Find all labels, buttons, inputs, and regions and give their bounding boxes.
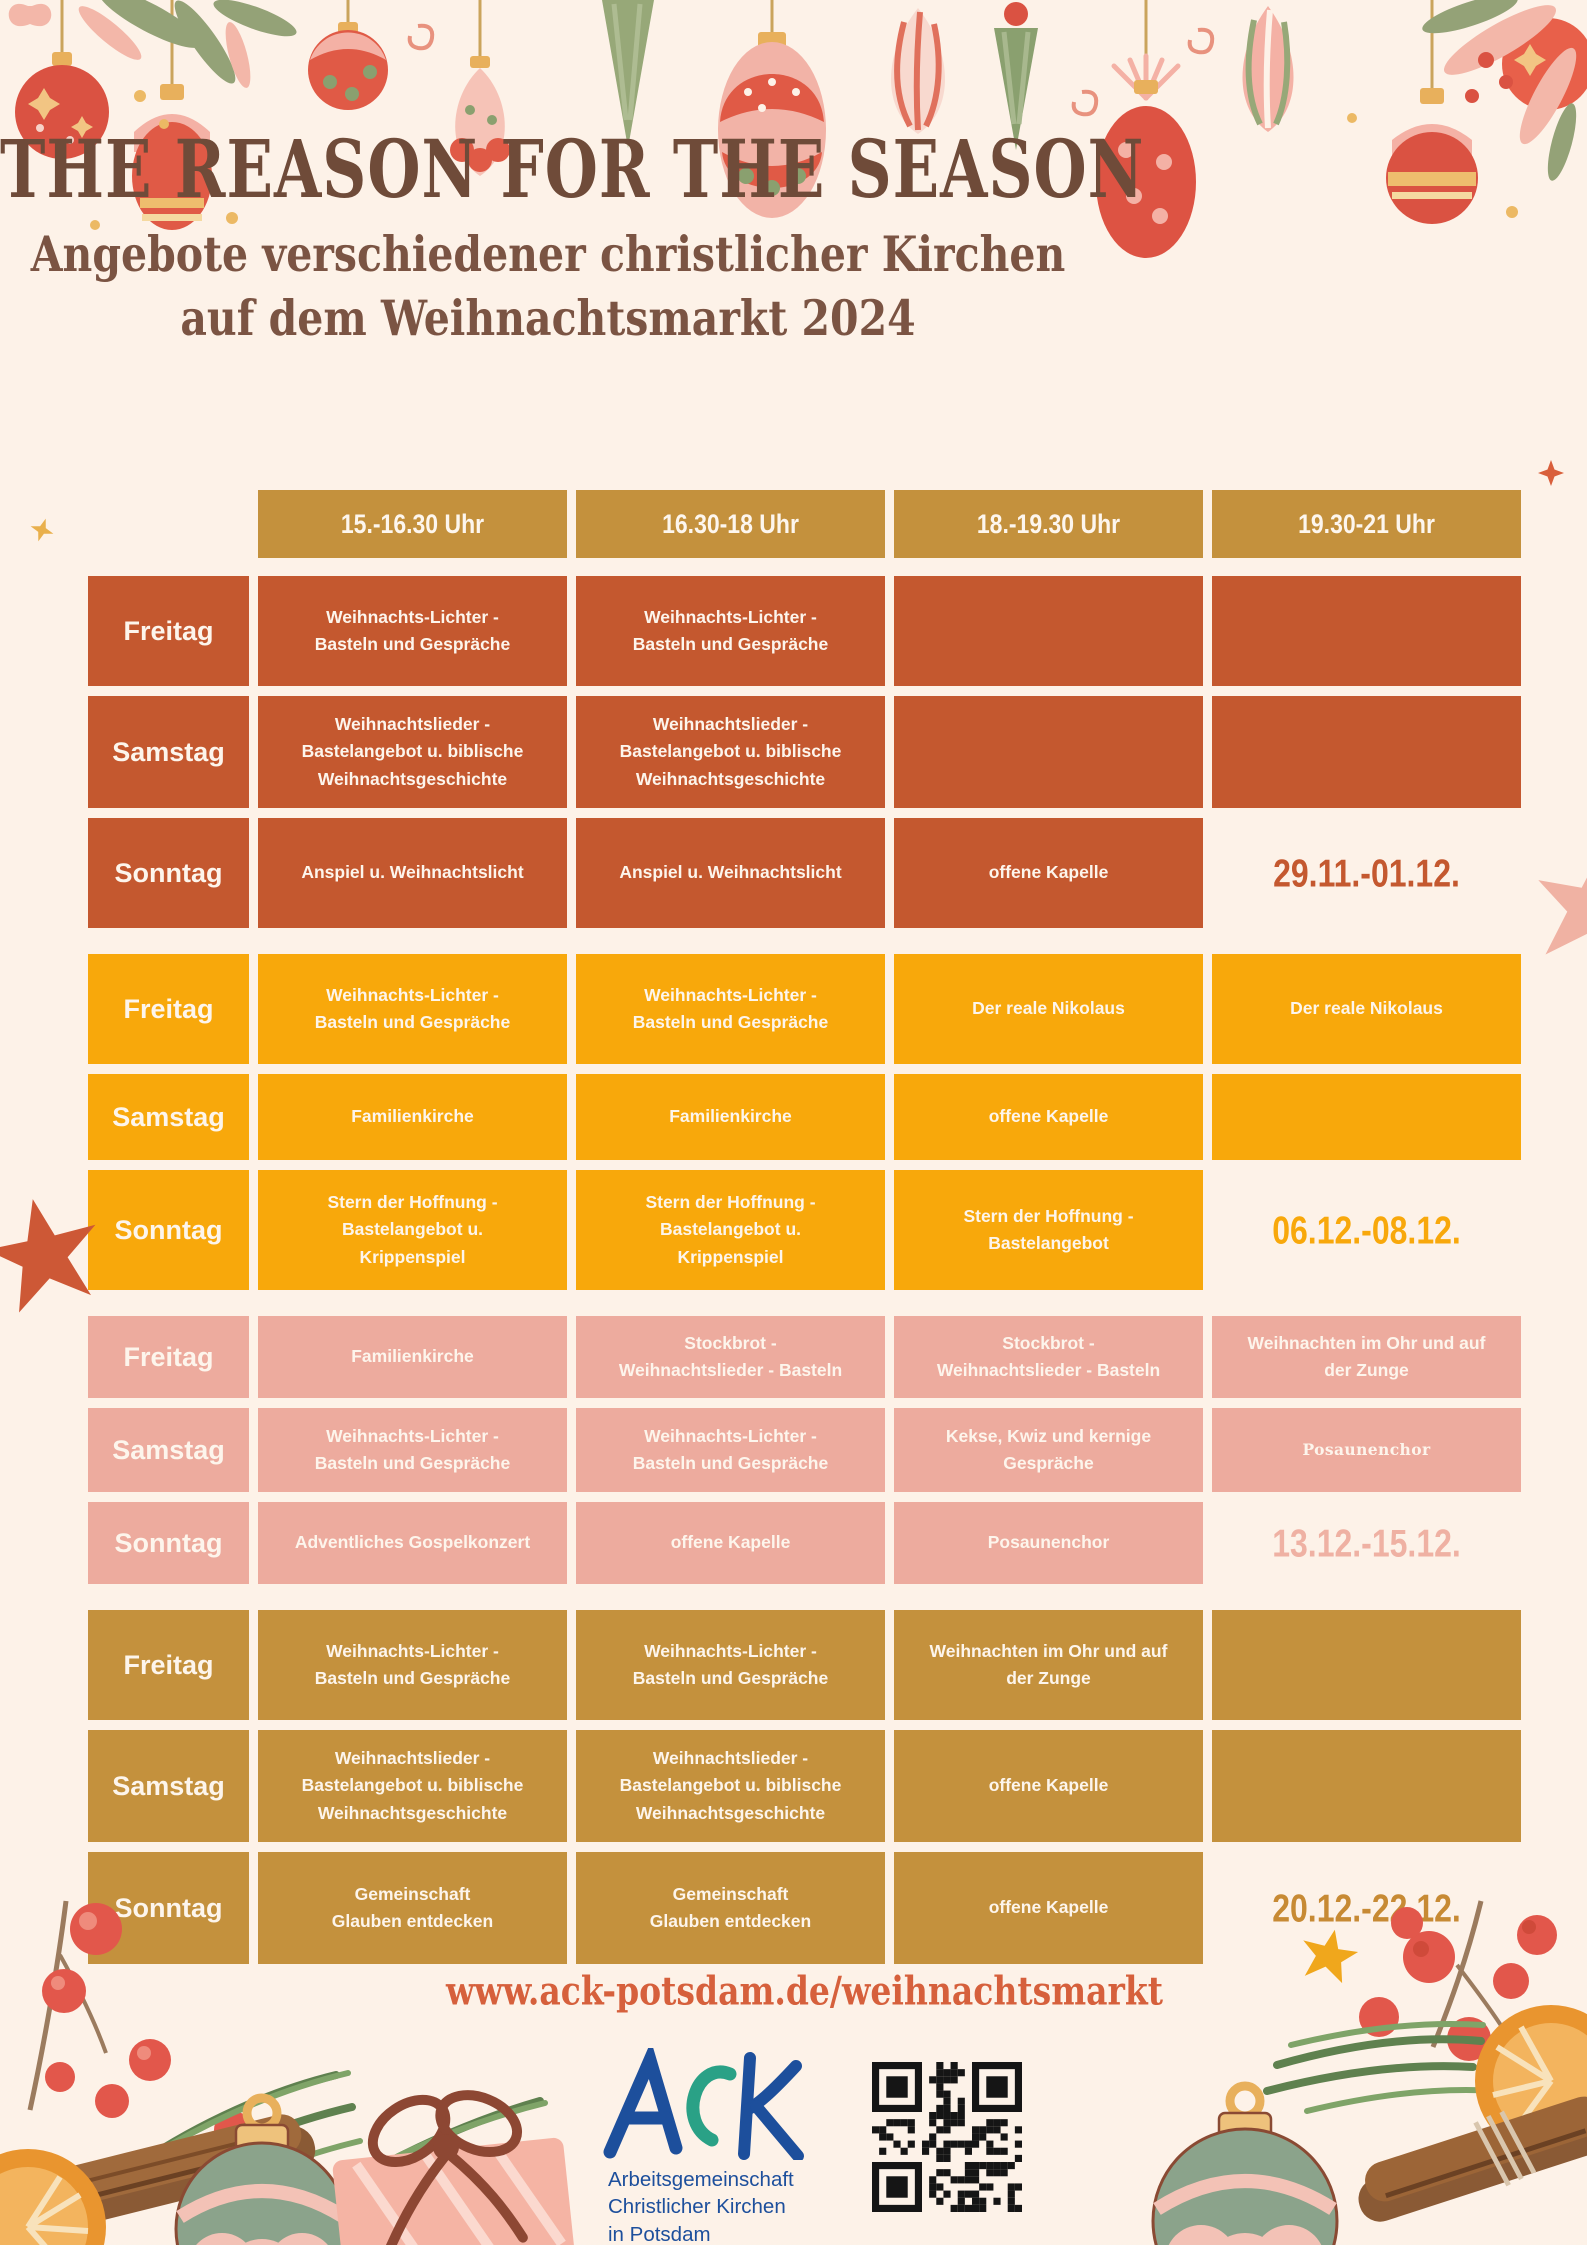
time-header: 18.-19.30 Uhr: [894, 490, 1203, 558]
empty-cell: [1212, 696, 1521, 808]
schedule-cell: Posaunenchor: [894, 1502, 1203, 1584]
schedule-cell: Weihnachten im Ohr und auf der Zunge: [894, 1610, 1203, 1720]
weekend-date: 20.12.-22.12.: [1272, 1885, 1461, 1930]
empty-cell: [1212, 576, 1521, 686]
website-url: www.ack-potsdam.de/weihnachtsmarkt: [446, 1968, 1163, 2015]
day-label: Sonntag: [88, 1852, 249, 1964]
schedule-cell: Weihnachts-Lichter - Basteln und Gespräc…: [258, 576, 567, 686]
schedule-cell: Weihnachts-Lichter - Basteln und Gespräc…: [576, 1408, 885, 1492]
empty-cell: [894, 576, 1203, 686]
page-title: THE REASON FOR THE SEASON: [0, 124, 1145, 217]
schedule-cell: Gemeinschaft Glauben entdecken: [576, 1852, 885, 1964]
schedule-cell: Gemeinschaft Glauben entdecken: [258, 1852, 567, 1964]
schedule-cell: Weihnachtslieder - Bastelangebot u. bibl…: [576, 696, 885, 808]
time-header: 15.-16.30 Uhr: [258, 490, 567, 558]
schedule-cell: Weihnachts-Lichter - Basteln und Gespräc…: [258, 1610, 567, 1720]
red-sparkle-icon: [1538, 460, 1564, 486]
subtitle-line-2: auf dem Weihnachtsmarkt 2024: [180, 289, 916, 347]
schedule-cell: offene Kapelle: [576, 1502, 885, 1584]
schedule-cell: Stockbrot - Weihnachtslieder - Basteln: [894, 1316, 1203, 1398]
weekend-date: 13.12.-15.12.: [1272, 1520, 1461, 1565]
schedule-cell: Anspiel u. Weihnachtslicht: [258, 818, 567, 928]
day-label: Samstag: [88, 1074, 249, 1160]
schedule-cell: Weihnachtslieder - Bastelangebot u. bibl…: [258, 696, 567, 808]
schedule-cell: Familienkirche: [258, 1074, 567, 1160]
day-label: Sonntag: [88, 1502, 249, 1584]
schedule-cell: Weihnachts-Lichter - Basteln und Gespräc…: [576, 954, 885, 1064]
empty-cell: [894, 696, 1203, 808]
weekend-block-2: Freitag Weihnachts-Lichter - Basteln und …: [88, 954, 1521, 1290]
day-label: Freitag: [88, 954, 249, 1064]
schedule-cell: Familienkirche: [576, 1074, 885, 1160]
schedule-cell: Anspiel u. Weihnachtslicht: [576, 818, 885, 928]
ack-logo-letters: [603, 2048, 804, 2160]
schedule-cell: Stern der Hoffnung - Bastelangebot u. Kr…: [576, 1170, 885, 1290]
time-header: 16.30-18 Uhr: [576, 490, 885, 558]
time-header-row: 15.-16.30 Uhr 16.30-18 Uhr 18.-19.30 Uhr 19…: [88, 490, 1521, 558]
schedule-cell: Stern der Hoffnung - Bastelangebot: [894, 1170, 1203, 1290]
subtitle-line-1: Angebote verschiedener christlicher Kirc…: [30, 226, 1066, 283]
subtitle: Angebote verschiedener christlicher Kirc…: [0, 218, 1096, 347]
time-header: 19.30-21 Uhr: [1212, 490, 1521, 558]
schedule-cell: offene Kapelle: [894, 1730, 1203, 1842]
qr-code: [872, 2062, 1022, 2212]
empty-cell: [1212, 1730, 1521, 1842]
gold-sparkle-icon: [30, 518, 54, 542]
schedule-cell: offene Kapelle: [894, 1852, 1203, 1964]
pink-star-decoration: [1538, 846, 1587, 967]
day-label: Freitag: [88, 1610, 249, 1720]
schedule-cell: Weihnachten im Ohr und auf der Zunge: [1212, 1316, 1521, 1398]
day-label: Samstag: [88, 696, 249, 808]
schedule-cell: Familienkirche: [258, 1316, 567, 1398]
schedule-cell: Kekse, Kwiz und kernige Gespräche: [894, 1408, 1203, 1492]
day-label: Sonntag: [88, 818, 249, 928]
day-label: Freitag: [88, 1316, 249, 1398]
weekend-block-4: Freitag Weihnachts-Lichter - Basteln und …: [88, 1610, 1521, 1964]
ack-logo: Arbeitsgemeinschaft Christlicher Kirchen…: [598, 2048, 828, 2245]
ack-line-1: Arbeitsgemeinschaft: [608, 2168, 794, 2191]
weekend-block-3: Freitag Familienkirche Stockbrot - Weihnac…: [88, 1316, 1521, 1584]
schedule-table: 15.-16.30 Uhr 16.30-18 Uhr 18.-19.30 Uhr 19…: [88, 490, 1521, 1990]
ack-logo-text: Arbeitsgemeinschaft Christlicher Kirchen…: [608, 2166, 828, 2245]
day-label: Samstag: [88, 1730, 249, 1842]
day-label: Sonntag: [88, 1170, 249, 1290]
schedule-cell: Der reale Nikolaus: [1212, 954, 1521, 1064]
schedule-cell: offene Kapelle: [894, 1074, 1203, 1160]
schedule-cell: Weihnachtslieder - Bastelangebot u. bibl…: [258, 1730, 567, 1842]
ack-line-3: in Potsdam: [608, 2222, 711, 2245]
schedule-cell: Weihnachts-Lichter - Basteln und Gespräc…: [576, 576, 885, 686]
header-spacer: [88, 490, 249, 558]
weekend-date: 06.12.-08.12.: [1272, 1207, 1461, 1252]
weekend-block-1: Freitag Weihnachts-Lichter - Basteln und …: [88, 576, 1521, 928]
schedule-cell: Der reale Nikolaus: [894, 954, 1203, 1064]
schedule-cell: Stockbrot - Weihnachtslieder - Basteln: [576, 1316, 885, 1398]
empty-cell: [1212, 1610, 1521, 1720]
schedule-cell: Adventliches Gospelkonzert: [258, 1502, 567, 1584]
schedule-cell: Weihnachtslieder - Bastelangebot u. bibl…: [576, 1730, 885, 1842]
weekend-date: 29.11.-01.12.: [1273, 850, 1460, 895]
schedule-cell: Posaunenchor: [1212, 1408, 1521, 1492]
empty-cell: [1212, 1074, 1521, 1160]
schedule-cell: Weihnachts-Lichter - Basteln und Gespräc…: [576, 1610, 885, 1720]
day-label: Freitag: [88, 576, 249, 686]
day-label: Samstag: [88, 1408, 249, 1492]
schedule-cell: Weihnachts-Lichter - Basteln und Gespräc…: [258, 954, 567, 1064]
schedule-cell: Weihnachts-Lichter - Basteln und Gespräc…: [258, 1408, 567, 1492]
schedule-cell: offene Kapelle: [894, 818, 1203, 928]
ack-line-2: Christlicher Kirchen: [608, 2195, 786, 2219]
schedule-cell: Stern der Hoffnung - Bastelangebot u. Kr…: [258, 1170, 567, 1290]
